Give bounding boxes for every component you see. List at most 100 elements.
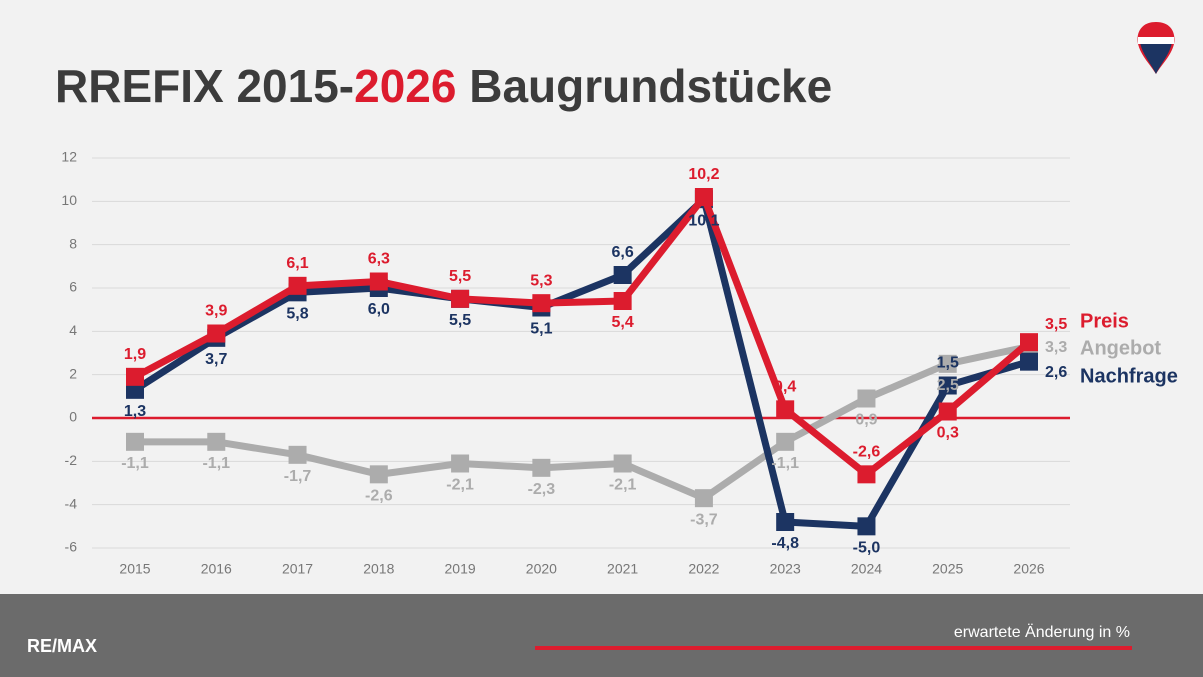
x-tick-label: 2015	[119, 561, 150, 577]
legend-label: Angebot	[1080, 337, 1161, 359]
value-label: 0,3	[937, 425, 959, 442]
x-tick-label: 2026	[1013, 561, 1044, 577]
point-marker	[613, 266, 632, 284]
point-marker	[776, 513, 795, 531]
point-marker	[126, 432, 144, 451]
point-marker	[1020, 333, 1038, 352]
x-tick-label: 2019	[445, 561, 476, 577]
point-marker	[613, 454, 632, 473]
point-marker	[694, 188, 713, 206]
y-tick-label: 2	[69, 365, 77, 381]
point-marker	[857, 389, 876, 408]
point-marker	[288, 445, 307, 464]
point-marker	[938, 354, 957, 373]
y-tick-label: 10	[61, 192, 77, 208]
value-label: 1,9	[124, 346, 146, 363]
value-label: -2,6	[365, 488, 393, 505]
value-label: 5,1	[530, 321, 552, 338]
point-marker	[776, 432, 795, 451]
top-logo	[1137, 22, 1175, 74]
value-label: 3,7	[205, 351, 227, 368]
point-marker	[938, 376, 957, 395]
series-line	[133, 193, 1032, 478]
value-label: 2,6	[1045, 364, 1067, 381]
point-marker	[369, 272, 388, 291]
point-marker	[857, 465, 876, 484]
value-label: -1,1	[771, 455, 799, 472]
y-tick-label: -2	[65, 452, 78, 468]
value-label: 3,3	[1045, 339, 1067, 356]
value-label: 3,9	[205, 303, 227, 320]
y-tick-label: -6	[65, 539, 78, 555]
point-marker	[857, 517, 876, 536]
point-marker	[1020, 352, 1038, 371]
value-label: 5,3	[530, 272, 552, 289]
value-label: 6,0	[368, 301, 390, 318]
title-part: 2026	[354, 60, 456, 112]
footer-note: erwartete Änderung in %	[954, 623, 1130, 641]
x-tick-label: 2016	[201, 561, 232, 577]
value-label: 2,5	[937, 377, 959, 394]
value-label: -2,1	[446, 477, 474, 494]
value-label: 5,5	[449, 268, 471, 285]
point-marker	[288, 276, 307, 295]
y-tick-label: 12	[61, 149, 77, 165]
x-tick-label: 2025	[932, 561, 963, 577]
balloon-blue	[1140, 42, 1172, 74]
chart-title: RREFIX 2015-2026 Baugrundstücke	[55, 60, 832, 112]
point-marker	[126, 367, 144, 386]
value-label: 5,5	[449, 312, 471, 329]
point-marker	[451, 289, 470, 308]
value-label: -2,3	[528, 481, 556, 498]
value-label: -1,1	[202, 455, 230, 472]
x-tick-label: 2017	[282, 561, 313, 577]
legend-label: Preis	[1080, 310, 1129, 332]
value-label: 6,6	[612, 244, 634, 261]
value-label: 5,4	[612, 314, 634, 331]
x-tick-label: 2021	[607, 561, 638, 577]
value-label: -2,1	[609, 477, 637, 494]
x-tick-label: 2020	[526, 561, 557, 577]
title-part: RREFIX 2015-	[55, 60, 354, 112]
series-line	[135, 343, 1030, 502]
point-marker	[451, 454, 470, 473]
value-label: -3,7	[690, 511, 718, 528]
title-part: Baugrundstücke	[456, 60, 832, 112]
point-marker	[776, 400, 795, 419]
value-label: 3,5	[1045, 316, 1067, 333]
point-marker	[369, 465, 388, 484]
x-tick-label: 2022	[688, 561, 719, 577]
value-label: -1,1	[121, 455, 149, 472]
point-marker	[613, 292, 632, 310]
value-label: 10,1	[688, 212, 719, 229]
value-label: 1,5	[937, 355, 959, 372]
point-marker	[694, 489, 713, 508]
value-label: 1,3	[124, 403, 146, 420]
value-label: -1,7	[284, 468, 312, 485]
y-tick-label: 0	[69, 409, 77, 425]
footer-logo: RE/MAX	[27, 636, 97, 656]
y-tick-label: 4	[69, 322, 77, 338]
point-marker	[938, 402, 957, 421]
value-label: 0,9	[855, 412, 877, 429]
footer	[0, 594, 1203, 677]
y-tick-label: 6	[69, 279, 77, 295]
point-marker	[207, 432, 226, 451]
y-tick-label: -4	[65, 495, 78, 511]
value-label: -4,8	[771, 535, 799, 552]
point-marker	[532, 458, 551, 477]
point-marker	[207, 324, 226, 343]
legend-label: Nachfrage	[1080, 365, 1178, 387]
value-label: 6,3	[368, 251, 390, 268]
value-label: 6,1	[286, 255, 308, 272]
value-label: 10,2	[688, 166, 719, 183]
value-label: -2,6	[853, 444, 881, 461]
value-label: 0,4	[774, 379, 796, 396]
value-label: -5,0	[853, 540, 881, 557]
value-label: 5,8	[286, 306, 308, 323]
x-tick-label: 2024	[851, 561, 882, 577]
plot: -6 -4 -2 0 2 4 6 8 10 12 2015 2016 2017 2018 2019 2020 2…	[61, 149, 1177, 577]
y-tick-label: 8	[69, 235, 77, 251]
balloon-band	[1138, 37, 1174, 44]
